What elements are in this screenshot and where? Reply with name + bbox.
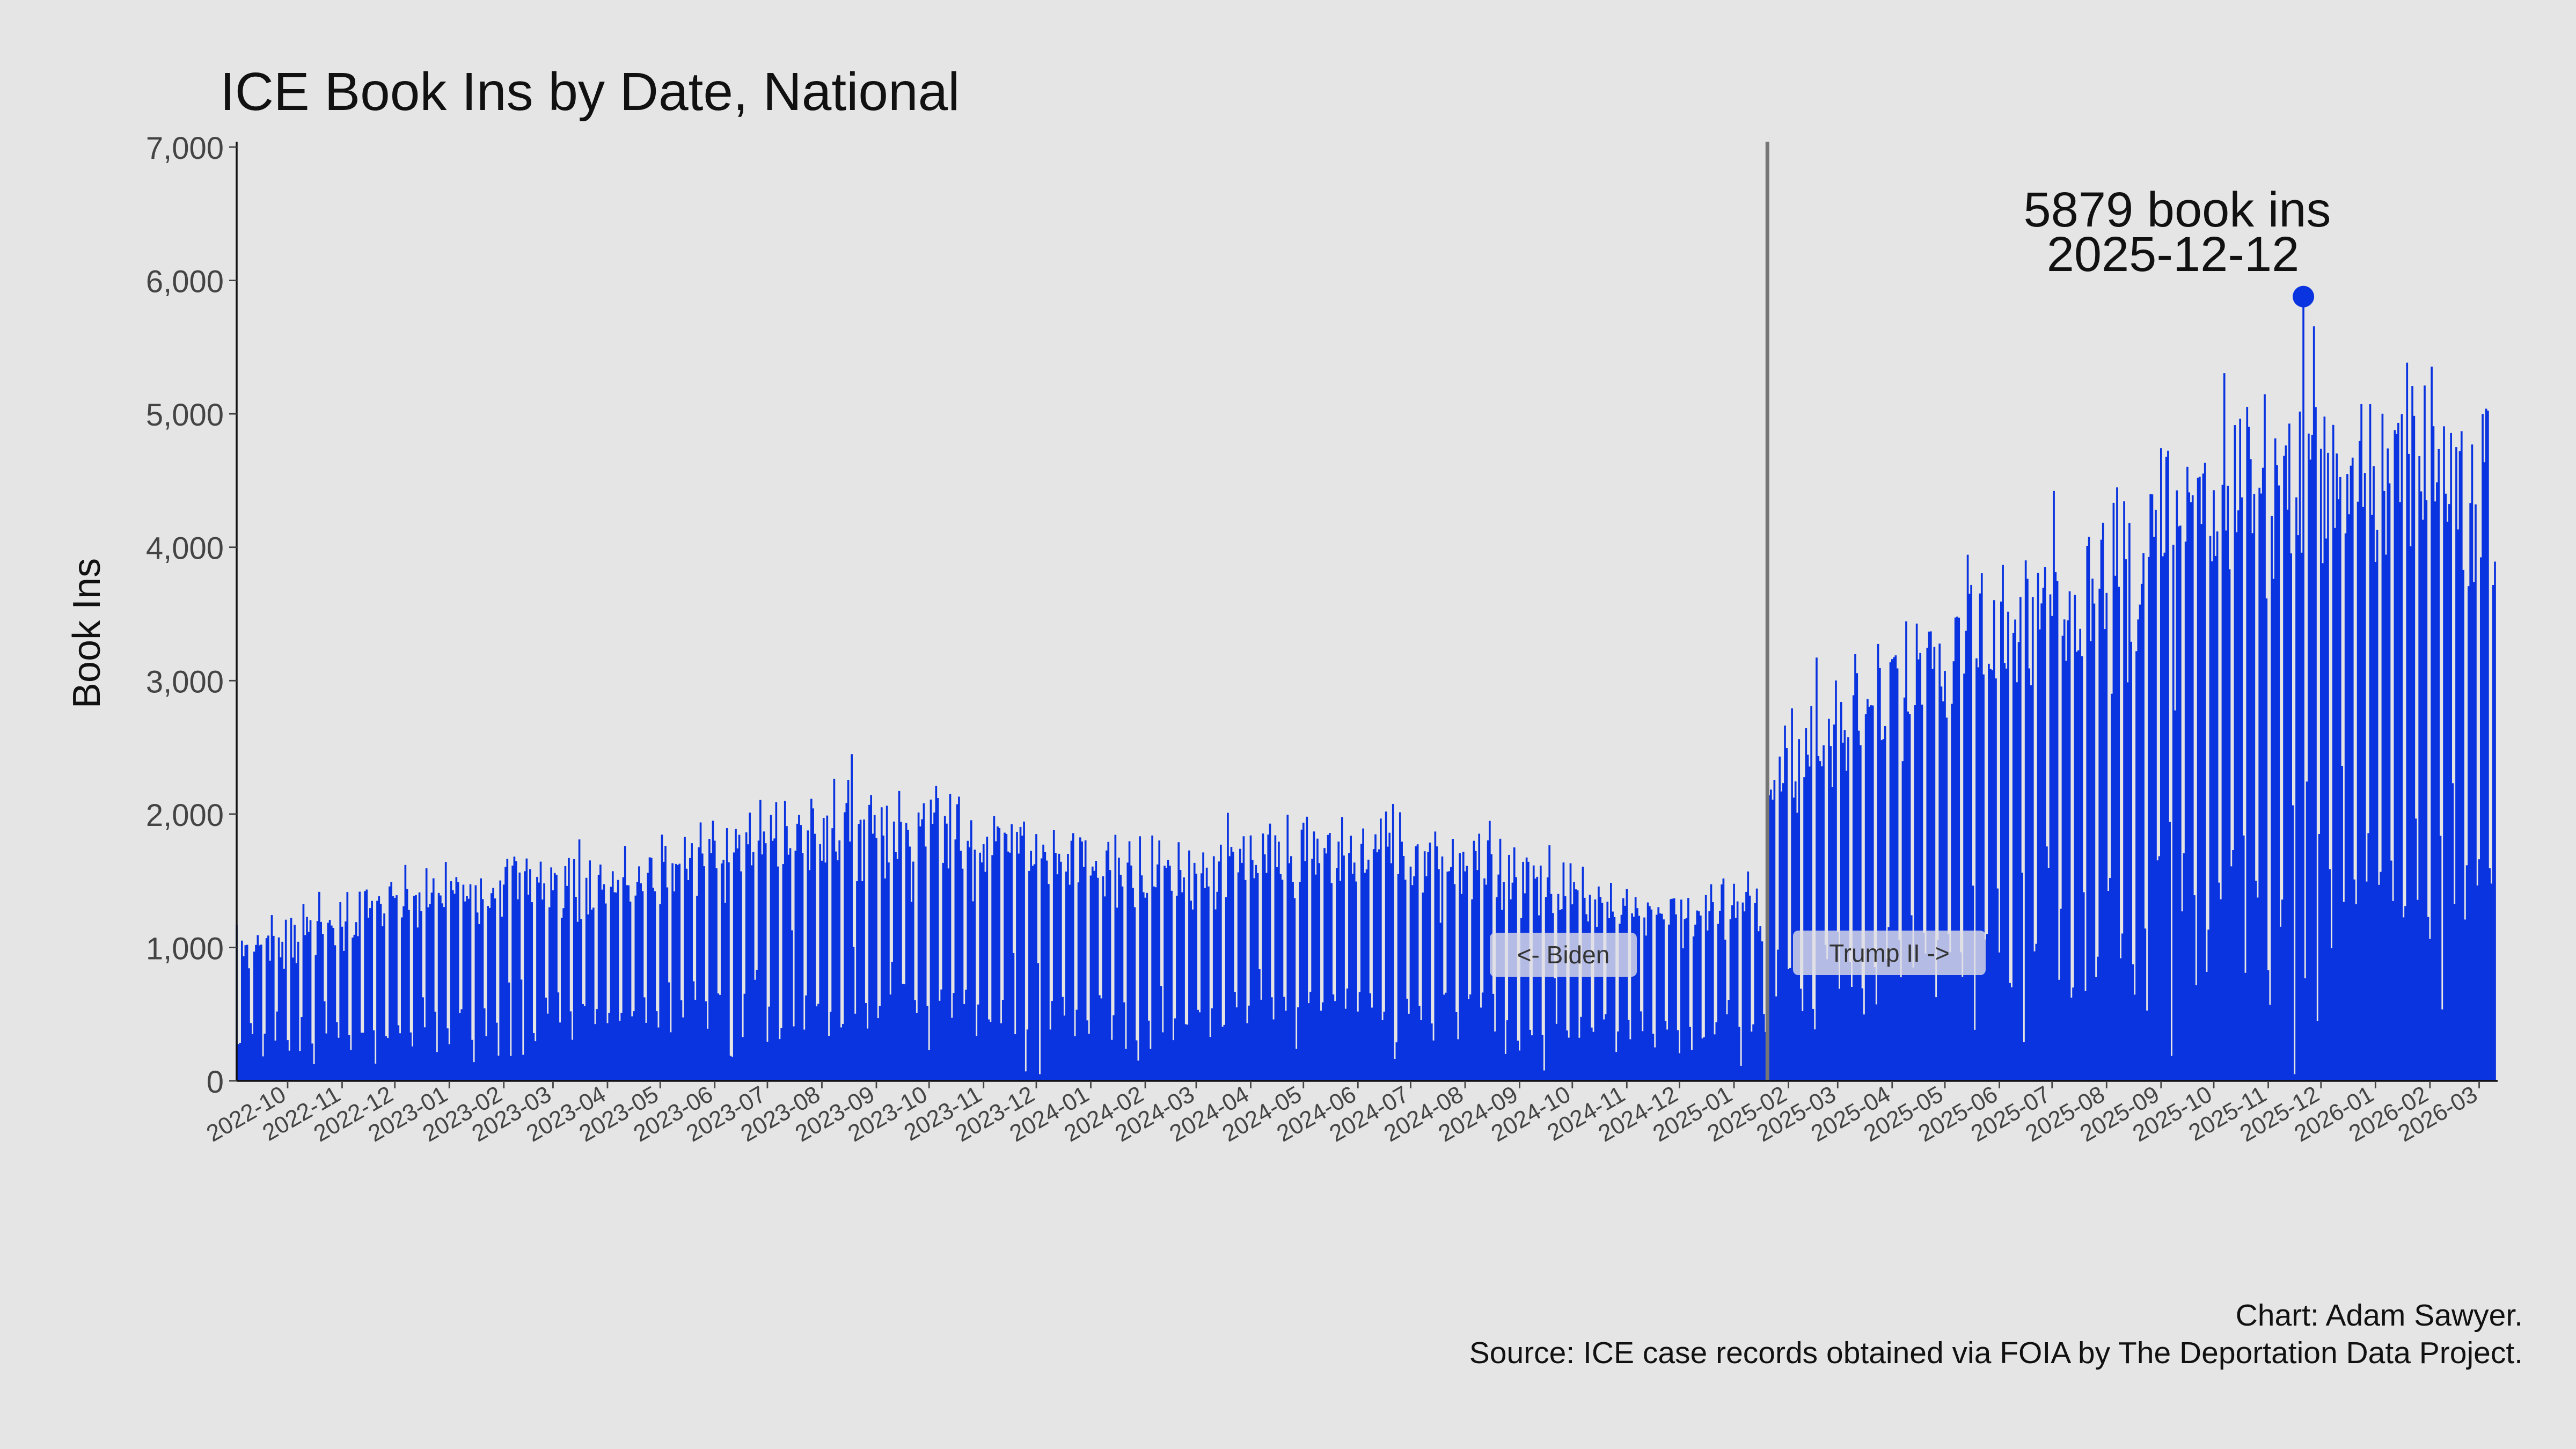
svg-text:3,000: 3,000 (146, 664, 224, 699)
svg-text:1,000: 1,000 (146, 931, 224, 966)
svg-text:Book Ins: Book Ins (65, 558, 108, 708)
svg-text:Chart: Adam Sawyer.: Chart: Adam Sawyer. (2236, 1298, 2523, 1333)
svg-text:6,000: 6,000 (146, 265, 224, 299)
svg-text:Source: ICE case records obtai: Source: ICE case records obtained via FO… (1469, 1336, 2523, 1370)
svg-text:0: 0 (207, 1065, 224, 1100)
svg-text:2,000: 2,000 (146, 798, 224, 833)
svg-text:7,000: 7,000 (146, 131, 224, 166)
svg-text:2025-12-12: 2025-12-12 (2047, 227, 2300, 282)
svg-text:5,000: 5,000 (146, 398, 224, 433)
svg-text:4,000: 4,000 (146, 531, 224, 566)
svg-text:ICE Book Ins by Date, National: ICE Book Ins by Date, National (220, 62, 960, 122)
